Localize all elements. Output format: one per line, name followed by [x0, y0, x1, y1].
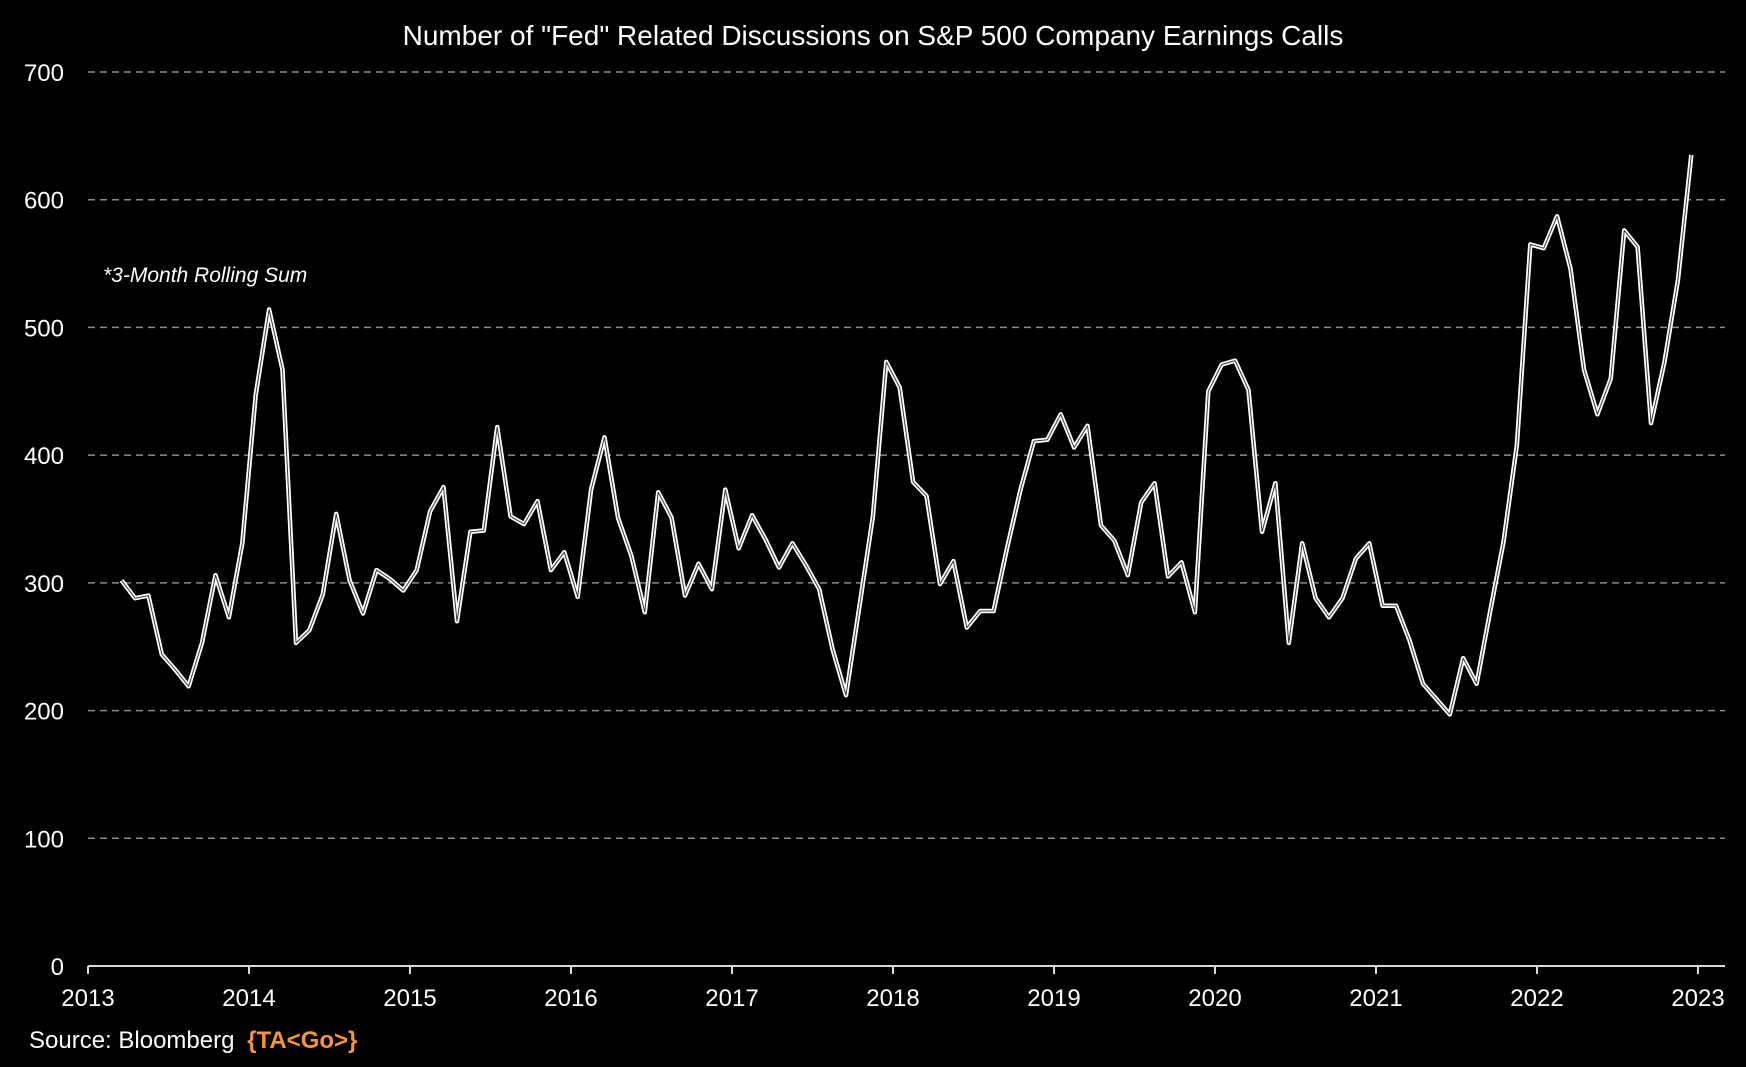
- y-tick-label: 0: [51, 954, 64, 981]
- x-tick-label: 2016: [544, 985, 597, 1012]
- x-tick-label: 2015: [383, 985, 436, 1012]
- y-tick-label: 300: [24, 571, 64, 598]
- x-tick-label: 2013: [61, 985, 114, 1012]
- series-line-core: [121, 154, 1692, 715]
- x-tick-label: 2022: [1510, 985, 1563, 1012]
- series-layer: [119, 154, 1694, 717]
- y-tick-label: 700: [24, 60, 64, 87]
- y-tick-label: 600: [24, 188, 64, 215]
- source-note: Source: Bloomberg {TA<Go>}: [29, 1027, 357, 1054]
- x-tick-label: 2019: [1027, 985, 1080, 1012]
- chart-title: Number of "Fed" Related Discussions on S…: [403, 20, 1344, 51]
- x-tick-label: 2018: [866, 985, 919, 1012]
- x-tick-label: 2023: [1671, 985, 1724, 1012]
- x-tick-label: 2020: [1188, 985, 1241, 1012]
- annotation: *3-Month Rolling Sum: [103, 264, 307, 287]
- x-tick-label: 2017: [705, 985, 758, 1012]
- x-axis: 2013 2014 2015 2016 2017 2018 2019 2020 2021 2022…: [61, 965, 1725, 1012]
- y-tick-label: 100: [24, 826, 64, 853]
- x-tick-label: 2021: [1349, 985, 1402, 1012]
- y-tick-label: 200: [24, 699, 64, 726]
- source-tag: {TA<Go>}: [247, 1027, 357, 1054]
- x-tick-label: 2014: [222, 985, 275, 1012]
- y-tick-label: 400: [24, 443, 64, 470]
- y-tick-label: 500: [24, 315, 64, 342]
- grid-lines: [88, 71, 1725, 840]
- y-axis: 0 100 200 300 400 500 600 700: [24, 60, 64, 981]
- source-label: Source: Bloomberg: [29, 1027, 234, 1054]
